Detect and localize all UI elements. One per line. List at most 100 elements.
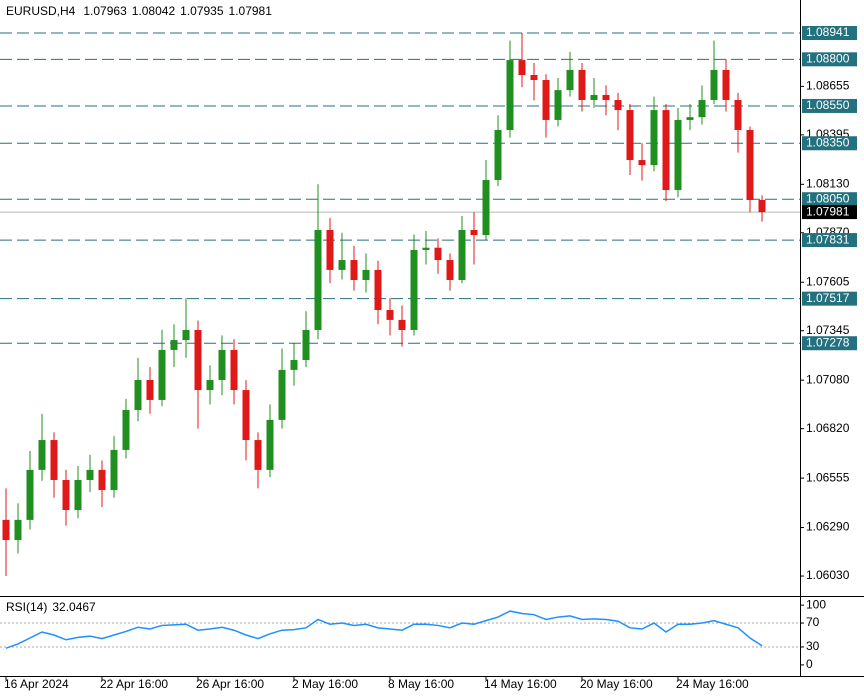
rsi-line (5, 610, 763, 649)
y-tick-label: 1.08130 (806, 176, 850, 190)
level-box (802, 52, 857, 67)
x-tick-label: 22 Apr 16:00 (100, 677, 168, 691)
candle-body (470, 230, 478, 236)
candle-body (326, 230, 334, 270)
level-box (802, 336, 857, 351)
candle-body (674, 119, 682, 191)
candle-body (74, 479, 82, 511)
candle-body (26, 469, 34, 520)
level-box (802, 192, 857, 207)
header-ohlc: 1.07935 (180, 4, 224, 18)
candle-body (542, 80, 550, 120)
candle-body (98, 469, 106, 491)
candle-body (314, 230, 322, 330)
candle-body (218, 349, 226, 380)
candle-body (350, 260, 358, 280)
rsi-y-tick-label: 30 (806, 639, 820, 653)
y-tick-label: 1.07605 (806, 274, 850, 288)
level-box (802, 136, 857, 151)
header-ohlc: 1.08042 (132, 4, 176, 18)
candle-body (686, 117, 694, 120)
level-box (802, 233, 857, 248)
candle-body (662, 110, 670, 191)
candle-body (194, 329, 202, 391)
x-tick-label: 14 May 16:00 (484, 677, 557, 691)
x-tick-label: 24 May 16:00 (676, 677, 749, 691)
candle-body (746, 130, 754, 200)
candle-body (278, 369, 286, 420)
x-tick-label: 8 May 16:00 (388, 677, 454, 691)
level-label: 1.07831 (806, 232, 850, 246)
candle-body (122, 410, 130, 450)
level-label: 1.08050 (806, 191, 850, 205)
candle-body (290, 360, 298, 370)
indicator-value: 32.0467 (52, 600, 96, 614)
candle-body (62, 479, 70, 511)
x-tick-label: 16 Apr 2024 (4, 677, 69, 691)
candle-body (410, 249, 418, 330)
candle-body (362, 269, 370, 280)
y-tick-label: 1.07080 (806, 372, 850, 386)
candle-body (482, 180, 490, 236)
candle-body (566, 69, 574, 91)
candle-body (518, 60, 526, 75)
candle-body (590, 94, 598, 100)
x-tick-label: 20 May 16:00 (580, 677, 653, 691)
candle-body (182, 329, 190, 341)
candle-body (86, 469, 94, 480)
candle-body (446, 260, 454, 280)
level-label: 1.07278 (806, 335, 850, 349)
rsi-y-tick-label: 70 (806, 615, 820, 629)
level-label: 1.08941 (806, 25, 850, 39)
candle-body (638, 160, 646, 166)
candle-body (530, 74, 538, 81)
symbol-label: EURUSD,H4 (6, 4, 76, 18)
candle-body (38, 440, 46, 470)
candle-body (650, 110, 658, 166)
candle-body (242, 390, 250, 441)
y-tick-label: 1.06030 (806, 568, 850, 582)
candle-body (434, 247, 442, 261)
candle-body (386, 310, 394, 320)
candle-body (734, 99, 742, 131)
level-label: 1.08800 (806, 51, 850, 65)
candle-body (158, 349, 166, 400)
level-label: 1.07517 (806, 291, 850, 305)
candle-body (458, 230, 466, 280)
level-label: 1.08350 (806, 135, 850, 149)
candle-body (602, 94, 610, 100)
candle-body (266, 419, 274, 470)
candle-body (134, 379, 142, 411)
y-tick-label: 1.08655 (806, 79, 850, 93)
y-tick-label: 1.06290 (806, 520, 850, 534)
candle-body (554, 90, 562, 120)
candle-body (50, 440, 58, 480)
candle-body (614, 99, 622, 111)
y-tick-label: 1.07345 (806, 323, 850, 337)
candle-body (146, 379, 154, 400)
candle-body (14, 519, 22, 541)
candle-body (494, 130, 502, 181)
candle-body (206, 379, 214, 391)
level-box (802, 291, 857, 306)
candle-body (698, 99, 706, 118)
candle-body (422, 247, 430, 250)
candle-body (170, 340, 178, 350)
rsi-y-tick-label: 0 (806, 657, 813, 671)
y-tick-label: 1.06555 (806, 470, 850, 484)
current-price-label: 1.07981 (806, 204, 850, 218)
x-tick-label: 2 May 16:00 (292, 677, 358, 691)
candle-body (302, 329, 310, 361)
level-box (802, 26, 857, 41)
header-ohlc: 1.07981 (229, 4, 273, 18)
candle-body (2, 519, 10, 541)
candle-body (506, 60, 514, 131)
candle-body (398, 319, 406, 330)
current-price-box (802, 205, 857, 220)
candle-body (710, 69, 718, 100)
rsi-y-tick-label: 100 (806, 597, 826, 611)
header-ohlc: 1.07963 (83, 4, 127, 18)
candle-body (758, 199, 766, 213)
